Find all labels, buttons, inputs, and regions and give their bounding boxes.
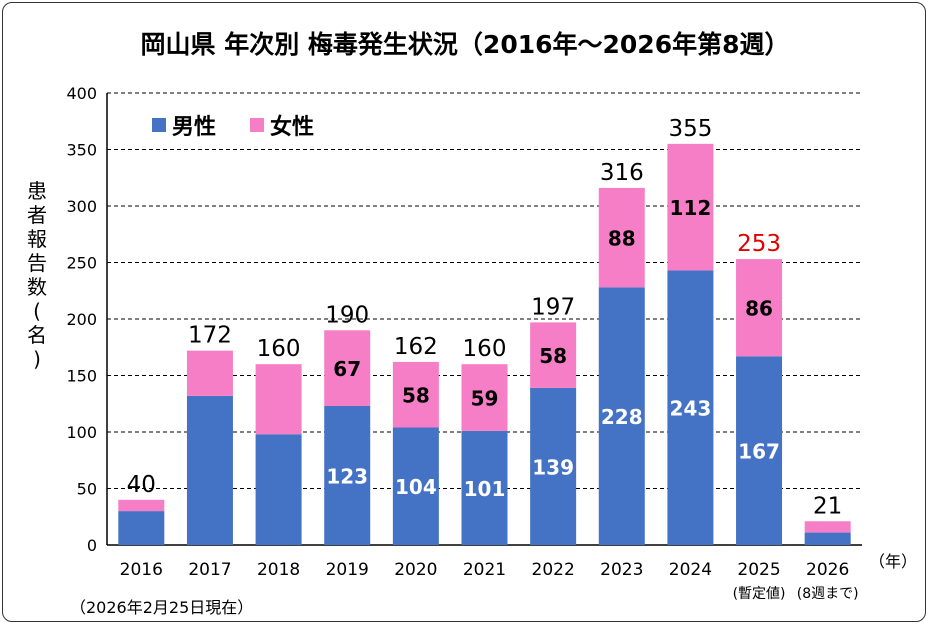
data-label: 104 [395,475,437,499]
data-label: 243 [670,397,712,421]
y-tick-label: 400 [66,84,97,103]
bar-female [392,361,439,428]
total-label: 21 [813,493,842,519]
x-tick-label: 2021 [463,560,506,580]
legend-label: 女性 [270,114,314,140]
bar-male [255,434,302,545]
y-tick-label: 100 [66,423,97,442]
y-tick-label: 150 [66,367,97,386]
bar-male [598,287,645,545]
y-tick-label: 200 [66,310,97,329]
x-tick-sublabel: (暫定値) [733,586,786,602]
bar-male [461,430,508,545]
x-tick-label: 2022 [532,560,575,580]
y-axis-label-char: 報 [27,227,47,251]
x-axis-label: （年） [869,552,917,571]
legend-swatch [152,118,166,132]
date-note: （2026年2月25日現在） [70,598,253,617]
bar-male [530,387,577,545]
total-label: 172 [188,323,232,349]
total-label: 355 [668,116,712,142]
bar-male [736,356,783,545]
y-tick-label: 0 [87,536,97,555]
data-label: 123 [326,465,368,489]
y-tick-label: 250 [66,254,97,273]
x-tick-label: 2026 [806,560,849,580]
y-tick-label: 300 [66,197,97,216]
y-axis-label-char: ) [33,347,41,371]
bar-female [530,322,577,388]
x-tick-label: 2025 [737,560,780,580]
total-label: 40 [127,472,156,498]
data-label: 101 [464,477,506,501]
x-tick-label: 2019 [326,560,369,580]
bar-male [392,427,439,545]
data-label: 59 [471,387,499,411]
data-label: 167 [738,440,780,464]
y-axis-label-char: 名 [27,323,47,347]
data-label: 58 [539,344,567,368]
total-label: 160 [257,336,301,362]
data-label: 88 [608,227,636,251]
bar-male [324,406,371,545]
x-tick-label: 2017 [188,560,231,580]
data-label: 228 [601,405,643,429]
y-tick-label: 350 [66,141,97,160]
y-tick-label: 50 [77,480,97,499]
bar-female [324,330,371,407]
bar-female [667,143,714,271]
bar-female [736,259,783,357]
bar-male [804,532,851,545]
bar-male [667,270,714,545]
total-label: 197 [531,294,575,320]
bar-female [804,521,851,533]
total-label: 162 [394,334,438,360]
legend-label: 男性 [172,115,216,140]
x-tick-sublabel: (8週まで) [797,586,859,602]
data-label: 67 [333,357,361,381]
x-tick-label: 2020 [394,560,437,580]
bar-female [255,364,302,435]
data-label: 58 [402,384,430,408]
total-label: 316 [600,160,644,186]
y-axis-label-char: 者 [27,203,47,227]
data-label: 86 [745,297,773,321]
chart-title: 岡山県 年次別 梅毒発生状況（2016年～2026年第8週） [141,30,790,59]
y-axis-label-char: 告 [27,251,47,275]
y-axis-label-char: 数 [27,275,47,299]
bar-male [118,511,165,545]
total-label: 253 [737,231,781,257]
x-tick-label: 2023 [600,560,643,580]
x-tick-label: 2016 [120,560,163,580]
y-axis-label-char: ( [33,299,41,323]
bar-male [186,395,233,545]
data-label: 112 [670,196,712,220]
data-label: 139 [532,455,574,479]
bar-female [118,499,165,512]
x-tick-label: 2018 [257,560,300,580]
total-label: 160 [463,336,507,362]
y-axis-label-char: 患 [27,179,47,203]
x-tick-label: 2024 [669,560,712,580]
bar-female [598,187,645,288]
total-label: 190 [325,302,369,328]
legend-swatch [250,118,264,132]
chart-frame [2,2,926,622]
bar-female [186,350,233,396]
bar-female [461,364,508,431]
